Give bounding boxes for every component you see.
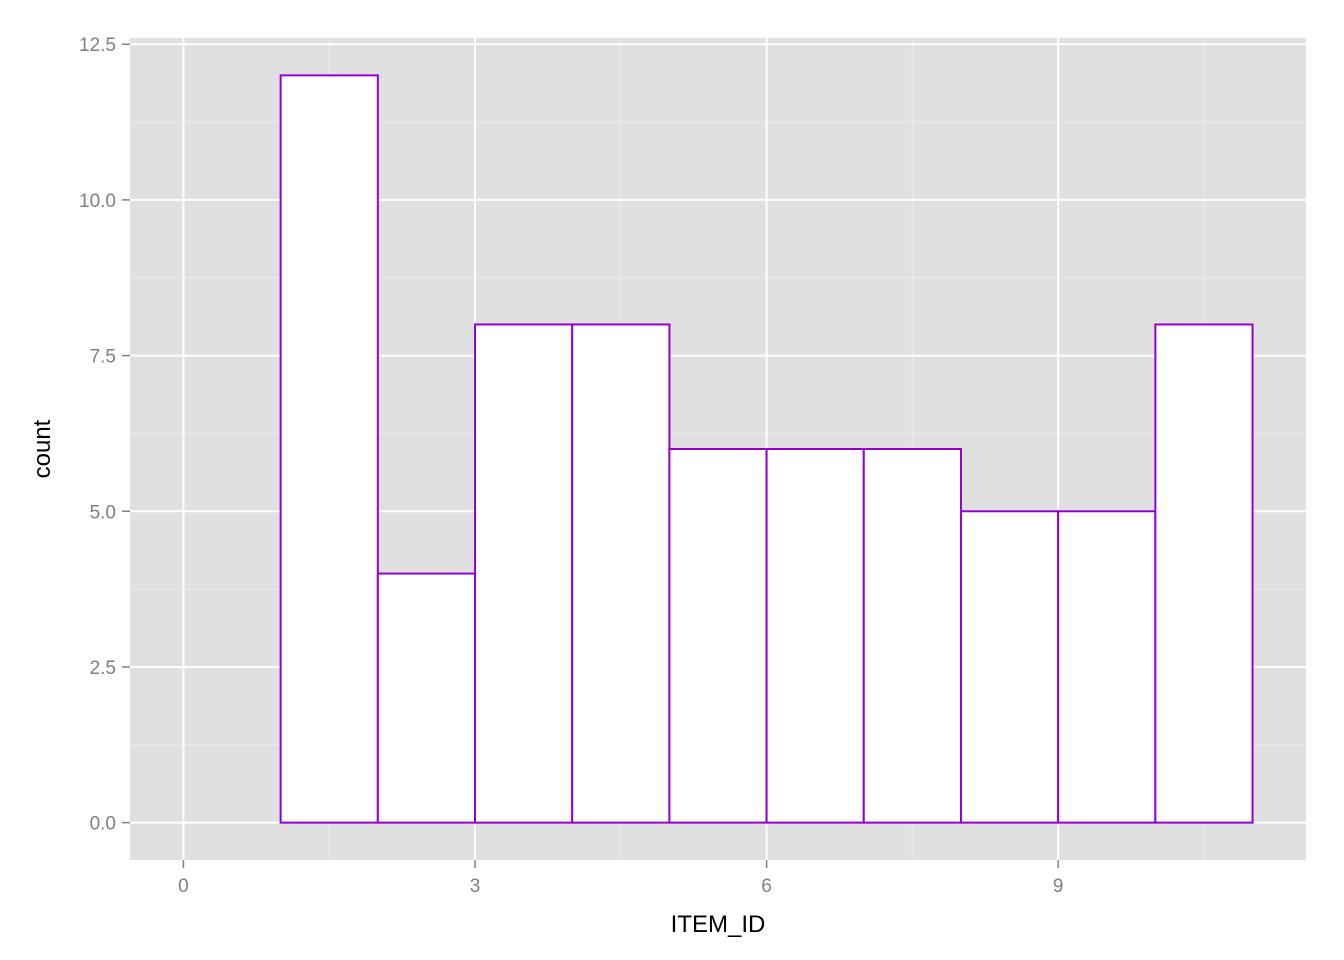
x-tick-label: 9	[1053, 876, 1064, 897]
histogram-bar	[765, 448, 865, 824]
axis-tick-marks	[122, 43, 1059, 868]
x-axis-title: ITEM_ID	[671, 911, 766, 938]
y-tick-label: 7.5	[90, 347, 116, 368]
x-tick-label: 3	[470, 876, 481, 897]
y-tick-label: 10.0	[79, 191, 116, 212]
histogram-bar	[571, 323, 671, 824]
y-axis-title: count	[29, 419, 56, 478]
x-tick-label: 0	[178, 876, 189, 897]
histogram-bar	[376, 572, 477, 824]
histogram-bar	[668, 448, 768, 824]
y-tick-label: 12.5	[79, 35, 116, 56]
histogram-bar	[1057, 510, 1157, 824]
y-tick-label: 0.0	[90, 814, 116, 835]
x-tick-label: 6	[761, 876, 772, 897]
histogram-bar	[474, 323, 574, 824]
y-axis-tick-labels: 0.0 2.5 5.0 7.5 10.0 12.5	[79, 35, 116, 834]
y-tick-label: 5.0	[90, 502, 116, 523]
histogram-bar	[862, 448, 962, 824]
x-axis-tick-labels: 0 3 6 9	[178, 876, 1063, 897]
histogram-bars	[279, 74, 1254, 824]
y-tick-label: 2.5	[90, 658, 116, 679]
histogram-bar	[279, 74, 379, 824]
histogram-bar	[1154, 323, 1254, 824]
histogram-bar	[959, 510, 1060, 824]
